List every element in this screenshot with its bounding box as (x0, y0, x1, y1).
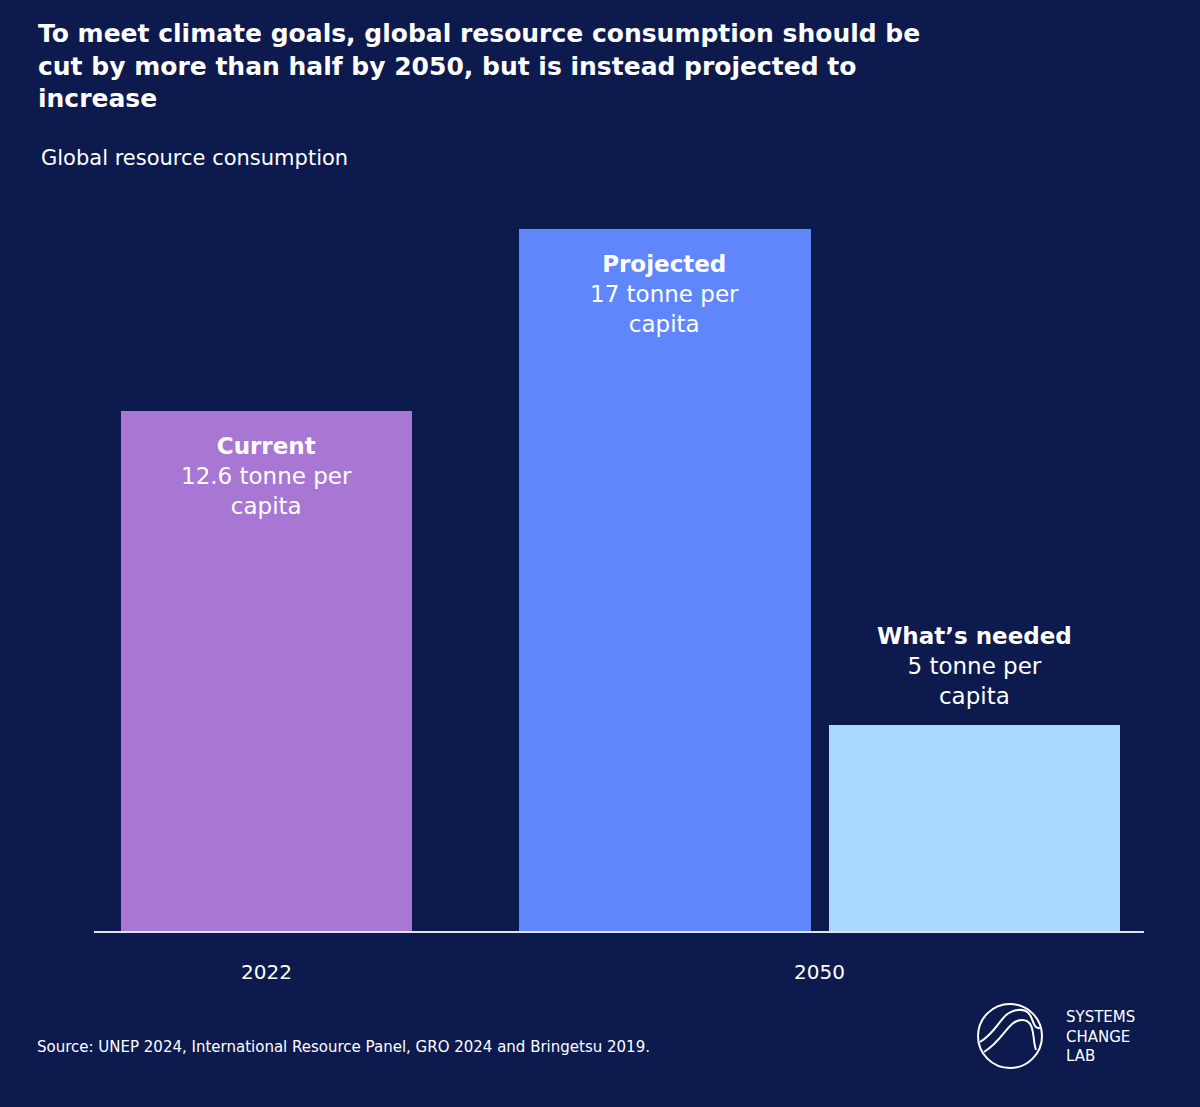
svg-text:2050: 2050 (794, 960, 845, 984)
svg-text:Source: UNEP 2024, Internation: Source: UNEP 2024, International Resourc… (37, 1038, 650, 1056)
svg-text:Global resource consumption: Global resource consumption (41, 146, 348, 170)
svg-text:What’s needed5 tonne percapita: What’s needed5 tonne percapita (877, 623, 1072, 709)
svg-text:2022: 2022 (241, 960, 292, 984)
svg-text:Current12.6 tonne percapita: Current12.6 tonne percapita (181, 433, 352, 519)
svg-text:To meet climate goals, global: To meet climate goals, global resource c… (38, 19, 920, 113)
svg-text:Projected17 tonne percapita: Projected17 tonne percapita (590, 251, 739, 337)
svg-text:SYSTEMSCHANGELAB: SYSTEMSCHANGELAB (1066, 1008, 1135, 1065)
